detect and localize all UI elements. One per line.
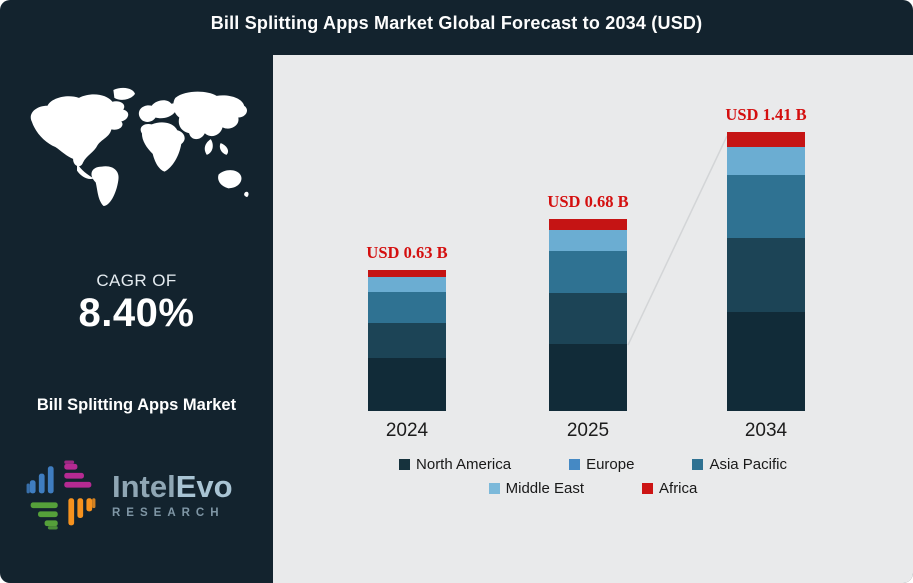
bar-segment-middle-east: [549, 230, 627, 251]
logo-text: IntelEvo RESEARCH: [112, 471, 233, 519]
logo-name: IntelEvo: [112, 471, 233, 502]
sidebar: CAGR OF 8.40% Bill Splitting Apps Market: [0, 0, 273, 583]
legend-swatch-icon: [399, 459, 411, 470]
bar-segment-north-america: [727, 312, 805, 411]
bar-segment-asia-pacific: [368, 292, 446, 323]
bar-segment-middle-east: [368, 277, 446, 292]
bar-segment-europe: [727, 238, 805, 312]
legend-item-north-america: North America: [399, 456, 511, 473]
legend-swatch-icon: [692, 459, 704, 470]
world-map-image: [30, 87, 249, 207]
legend-row: North America Europe Asia Pacific: [273, 456, 913, 473]
bar-segment-europe: [549, 293, 627, 344]
bar-segment-africa: [368, 270, 446, 277]
cagr-label: CAGR OF: [96, 271, 177, 290]
market-name: Bill Splitting Apps Market: [36, 396, 237, 414]
legend-swatch-icon: [569, 459, 581, 470]
legend-item-asia-pacific: Asia Pacific: [692, 456, 787, 473]
cagr-value: 8.40%: [78, 291, 195, 335]
logo-name-part1: Intel: [112, 469, 176, 504]
legend-label: North America: [416, 456, 512, 473]
bar-segment-asia-pacific: [727, 175, 805, 238]
logo-name-part2: Evo: [175, 469, 233, 504]
stacked-bar-2024: [368, 270, 446, 411]
logo-subtitle: RESEARCH: [112, 507, 225, 519]
bar-segment-middle-east: [727, 147, 805, 175]
x-axis-label-2024: 2024: [385, 420, 429, 441]
logo-pinwheel-icon: [26, 460, 96, 530]
legend-label: Europe: [586, 456, 635, 473]
bar-total-label-2025: USD 0.68 B: [547, 192, 629, 211]
x-axis-label-2034: 2034: [744, 420, 788, 441]
legend-item-europe: Europe: [569, 456, 634, 473]
bar-segment-africa: [727, 132, 805, 147]
stacked-bar-2025: [549, 219, 627, 411]
legend-swatch-icon: [488, 483, 500, 494]
bar-segment-asia-pacific: [549, 251, 627, 293]
legend-label: Africa: [659, 480, 698, 497]
x-axis-label-2025: 2025: [566, 420, 610, 441]
company-logo: IntelEvo RESEARCH: [20, 452, 233, 538]
bar-segment-europe: [368, 323, 446, 358]
stacked-bar-2034: [727, 132, 805, 411]
bar-segment-north-america: [368, 358, 446, 411]
bar-segment-africa: [549, 219, 627, 230]
bar-total-label-2024: USD 0.63 B: [366, 243, 448, 262]
bar-total-label-2034: USD 1.41 B: [725, 105, 807, 124]
legend-item-africa: Africa: [642, 480, 697, 497]
legend-label: Middle East: [505, 480, 585, 497]
bar-segment-north-america: [549, 344, 627, 411]
legend-label: Asia Pacific: [709, 456, 787, 473]
page-title: Bill Splitting Apps Market Global Foreca…: [210, 13, 703, 33]
chart-legend: North America Europe Asia Pacific Middle Ea…: [273, 456, 913, 504]
legend-swatch-icon: [642, 483, 654, 494]
legend-row: Middle East Africa: [273, 480, 913, 497]
legend-item-middle-east: Middle East: [488, 480, 585, 497]
